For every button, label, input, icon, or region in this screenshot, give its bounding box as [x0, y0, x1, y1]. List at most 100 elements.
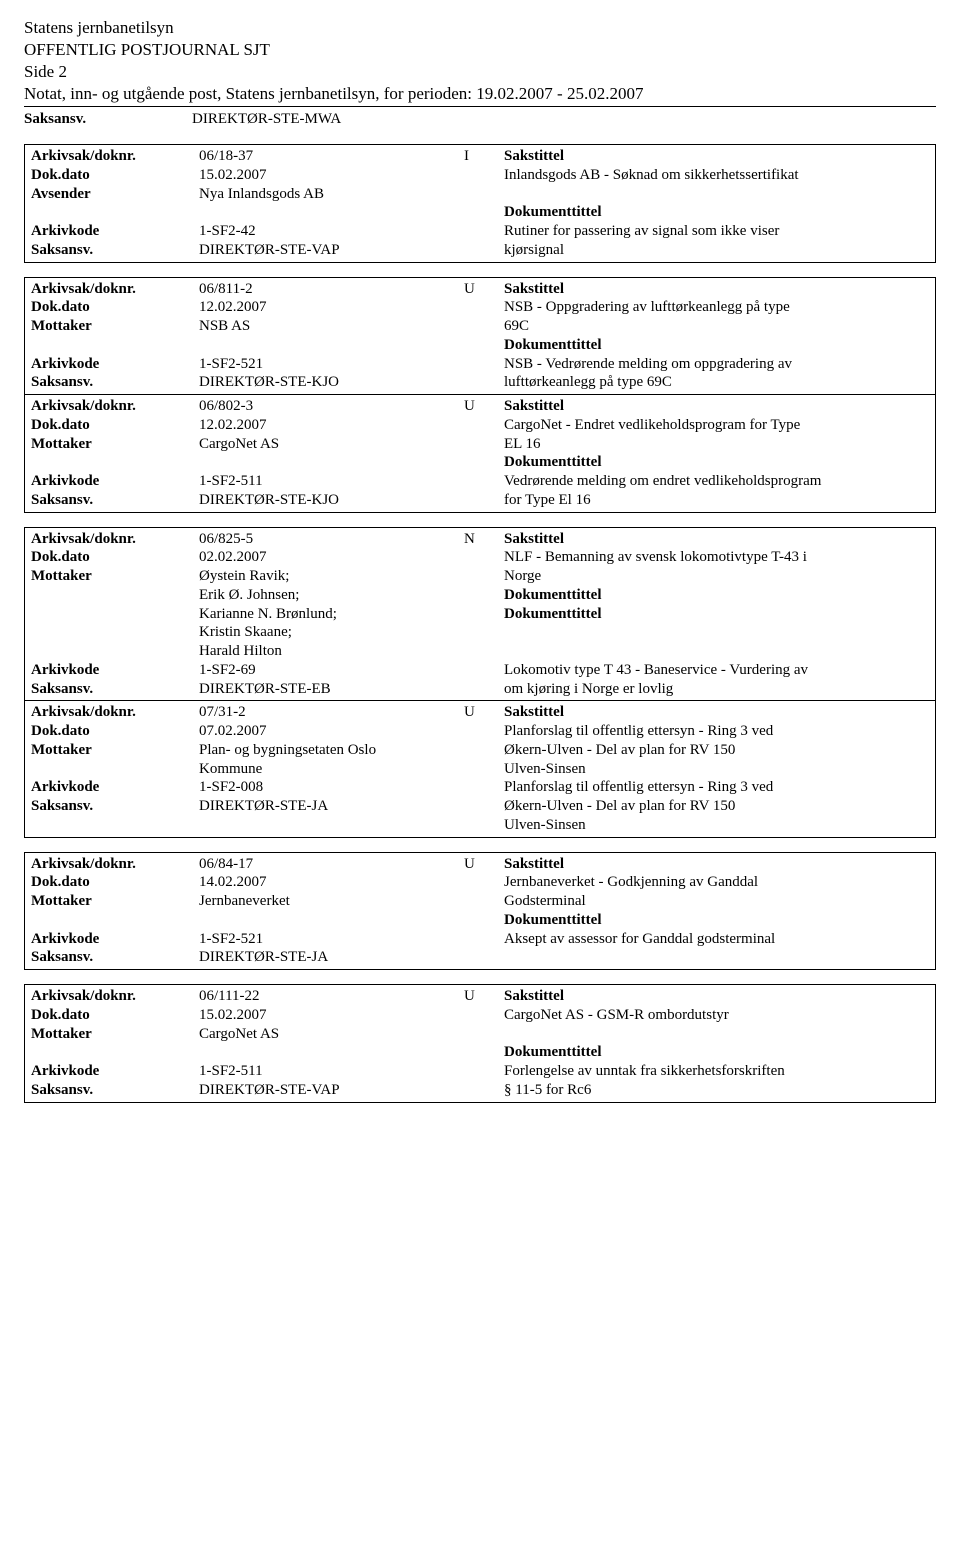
arkivsak-label: Arkivsak/doknr.	[31, 987, 199, 1006]
dokumenttittel-line: § 11-5 for Rc6	[504, 1081, 929, 1100]
dokumenttittel-label: Dokumenttittel	[504, 453, 929, 472]
dokumenttittel-label: Dokumenttittel	[504, 605, 929, 624]
spacer	[464, 241, 504, 260]
spacer	[464, 741, 504, 760]
spacer	[31, 336, 199, 355]
sakstittel-line	[504, 185, 929, 204]
spacer	[31, 911, 199, 930]
dokdato-value: 02.02.2007	[199, 548, 464, 567]
sakstittel-line: NLF - Bemanning av svensk lokomotivtype …	[504, 548, 929, 567]
spacer	[464, 661, 504, 680]
spacer	[464, 722, 504, 741]
entry-grid: Arkivsak/doknr.06/825-5NSakstittelDok.da…	[31, 530, 929, 699]
spacer	[31, 605, 199, 624]
dokumenttittel-label: Dokumenttittel	[504, 1043, 929, 1062]
party-value: CargoNet AS	[199, 1025, 464, 1044]
dokumenttittel-line: Rutiner for passering av signal som ikke…	[504, 222, 929, 241]
spacer	[199, 336, 464, 355]
spacer	[199, 911, 464, 930]
entry-type: U	[464, 703, 504, 722]
arkivsak-value: 06/825-5	[199, 530, 464, 549]
header-notat: Notat, inn- og utgående post, Statens je…	[24, 84, 936, 107]
arkivsak-value: 06/84-17	[199, 855, 464, 874]
sakstittel-label: Sakstittel	[504, 147, 929, 166]
spacer	[464, 586, 504, 605]
party-label: Avsender	[31, 185, 199, 204]
party-value: Karianne N. Brønlund;	[199, 605, 464, 624]
entries-container: Arkivsak/doknr.06/18-37ISakstittelDok.da…	[24, 144, 936, 1103]
spacer	[504, 623, 929, 642]
sakstittel-line: 69C	[504, 317, 929, 336]
entry-type: N	[464, 530, 504, 549]
spacer	[31, 1043, 199, 1062]
spacer	[464, 203, 504, 222]
dokdato-label: Dok.dato	[31, 298, 199, 317]
spacer	[464, 166, 504, 185]
spacer	[464, 1043, 504, 1062]
dokumenttittel-line: Forlengelse av unntak fra sikkerhetsfors…	[504, 1062, 929, 1081]
spacer	[464, 892, 504, 911]
header-org: Statens jernbanetilsyn	[24, 18, 936, 38]
spacer	[31, 816, 199, 835]
entry-block: Arkivsak/doknr.06/84-17USakstittelDok.da…	[24, 852, 936, 971]
header-saksansv-row: Saksansv. DIREKTØR-STE-MWA	[24, 111, 936, 128]
spacer	[464, 930, 504, 949]
spacer	[31, 453, 199, 472]
dokumenttittel-label: Dokumenttittel	[504, 336, 929, 355]
spacer	[464, 1081, 504, 1100]
entry-type: U	[464, 855, 504, 874]
saksansv-label: Saksansv.	[31, 241, 199, 260]
dokumenttittel-line: NSB - Vedrørende melding om oppgradering…	[504, 355, 929, 374]
arkivsak-value: 07/31-2	[199, 703, 464, 722]
saksansv-label: Saksansv.	[31, 797, 199, 816]
sakstittel-label: Sakstittel	[504, 530, 929, 549]
arkivkode-label: Arkivkode	[31, 661, 199, 680]
spacer	[199, 1043, 464, 1062]
sakstittel-line: Ulven-Sinsen	[504, 760, 929, 779]
spacer	[199, 816, 464, 835]
spacer	[199, 203, 464, 222]
arkivkode-value: 1-SF2-521	[199, 355, 464, 374]
party-value: Nya Inlandsgods AB	[199, 185, 464, 204]
header-saksansv-label: Saksansv.	[24, 111, 192, 128]
arkivsak-label: Arkivsak/doknr.	[31, 147, 199, 166]
spacer	[464, 1006, 504, 1025]
dokdato-value: 15.02.2007	[199, 166, 464, 185]
spacer	[464, 873, 504, 892]
sakstittel-label: Sakstittel	[504, 280, 929, 299]
dokumenttittel-label: Dokumenttittel	[504, 911, 929, 930]
arkivkode-label: Arkivkode	[31, 472, 199, 491]
spacer	[464, 605, 504, 624]
entry-grid: Arkivsak/doknr.06/811-2USakstittelDok.da…	[31, 280, 929, 393]
sakstittel-label: Sakstittel	[504, 703, 929, 722]
sakstittel-line: Økern-Ulven - Del av plan for RV 150	[504, 741, 929, 760]
spacer	[464, 435, 504, 454]
dokdato-label: Dok.dato	[31, 722, 199, 741]
arkivkode-label: Arkivkode	[31, 778, 199, 797]
spacer	[464, 567, 504, 586]
arkivkode-value: 1-SF2-511	[199, 1062, 464, 1081]
dokdato-label: Dok.dato	[31, 166, 199, 185]
sakstittel-line: EL 16	[504, 435, 929, 454]
saksansv-value: DIREKTØR-STE-EB	[199, 680, 464, 699]
saksansv-value: DIREKTØR-STE-KJO	[199, 373, 464, 392]
party-value: Erik Ø. Johnsen;	[199, 586, 464, 605]
entry-grid: Arkivsak/doknr.06/84-17USakstittelDok.da…	[31, 855, 929, 968]
spacer	[464, 642, 504, 661]
dokdato-label: Dok.dato	[31, 416, 199, 435]
sakstittel-label: Sakstittel	[504, 987, 929, 1006]
arkivsak-label: Arkivsak/doknr.	[31, 530, 199, 549]
spacer	[464, 816, 504, 835]
sakstittel-line: CargoNet AS - GSM-R ombordutstyr	[504, 1006, 929, 1025]
spacer	[31, 586, 199, 605]
saksansv-label: Saksansv.	[31, 1081, 199, 1100]
arkivsak-value: 06/111-22	[199, 987, 464, 1006]
dokumenttittel-line: Vedrørende melding om endret vedlikehold…	[504, 472, 929, 491]
arkivsak-label: Arkivsak/doknr.	[31, 855, 199, 874]
saksansv-label: Saksansv.	[31, 373, 199, 392]
dokdato-value: 12.02.2007	[199, 298, 464, 317]
arkivsak-label: Arkivsak/doknr.	[31, 397, 199, 416]
party-label: Mottaker	[31, 892, 199, 911]
entry-block: Arkivsak/doknr.06/18-37ISakstittelDok.da…	[24, 144, 936, 263]
spacer	[199, 453, 464, 472]
